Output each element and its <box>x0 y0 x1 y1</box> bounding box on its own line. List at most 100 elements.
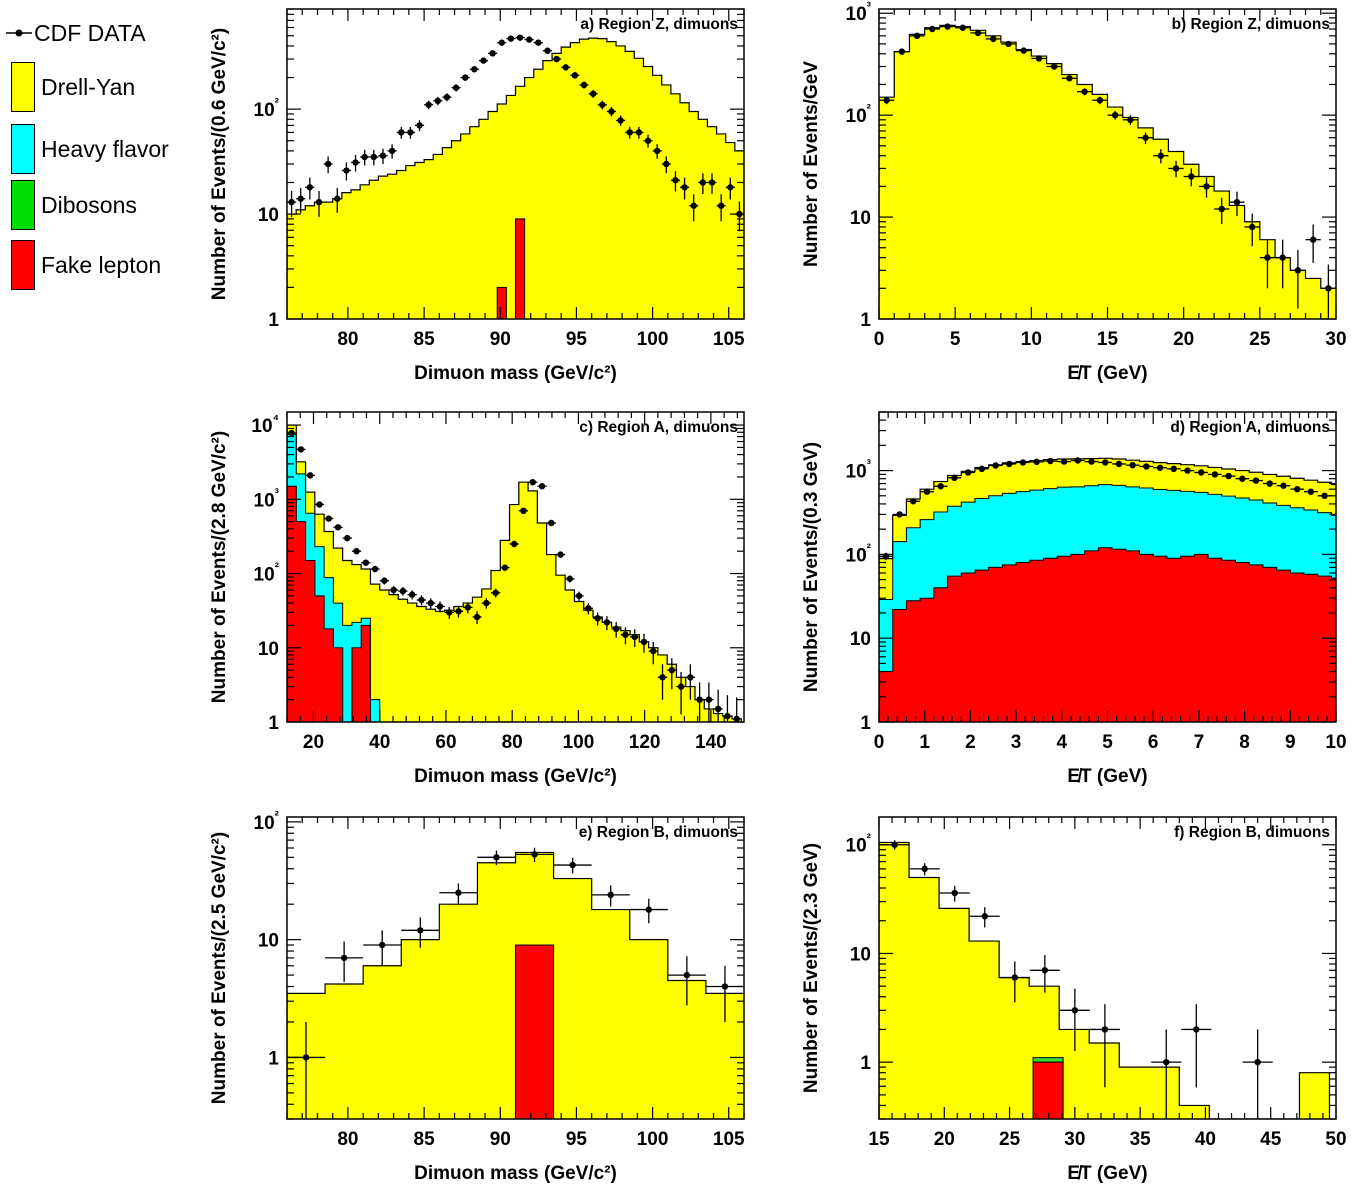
x-tick-label: 25 <box>1249 329 1271 350</box>
chart-title: b) Region Z, dimuons <box>1172 16 1330 33</box>
y-axis-label: Number of Events/(0.6 GeV/c²) <box>209 28 230 300</box>
bar-drell-yan <box>909 877 940 1119</box>
bar-fake-lepton <box>920 598 935 722</box>
data-point-marker <box>959 24 966 31</box>
bar-fake-lepton <box>988 567 1003 722</box>
bar-fake-lepton <box>496 286 507 319</box>
data-point <box>1194 469 1209 476</box>
x-tick-label: 1 <box>919 732 930 753</box>
data-point-marker <box>683 971 691 979</box>
data-point-marker <box>427 599 434 607</box>
bar-drell-yan <box>1119 1067 1150 1119</box>
x-tick-label: 5 <box>950 329 961 350</box>
legend: CDF DATA Drell-Yan Heavy flavor Dibosons… <box>0 0 200 300</box>
data-point <box>323 156 333 174</box>
x-tick-label: 40 <box>369 732 390 753</box>
data-point-marker <box>896 511 903 518</box>
bar-drell-yan <box>515 86 526 319</box>
bar-fake-lepton <box>1249 564 1264 722</box>
x-tick-label: 25 <box>999 1129 1021 1150</box>
x-tick-label: 140 <box>695 732 727 753</box>
data-point <box>1181 1004 1212 1088</box>
bar-drell-yan <box>661 84 672 319</box>
y-axis-label: Number of Events/GeV <box>801 61 822 267</box>
data-point <box>988 462 1003 469</box>
x-tick-label: 10 <box>1021 329 1042 350</box>
data-point <box>879 96 895 105</box>
bar-fake-lepton <box>1166 558 1182 722</box>
data-point-marker <box>727 184 734 191</box>
data-point-marker <box>443 93 451 101</box>
bar-fake-lepton <box>515 944 555 1119</box>
data-point-marker <box>483 599 490 607</box>
bar-drell-yan <box>879 842 910 1119</box>
data-point-marker <box>1197 469 1205 476</box>
bar-drell-yan <box>332 198 343 319</box>
bar-fake-lepton <box>324 628 334 722</box>
bar-drell-yan <box>1092 94 1109 319</box>
bar-drell-yan <box>287 214 297 319</box>
data-point <box>405 126 415 139</box>
data-point <box>1262 480 1277 487</box>
data-point <box>630 629 640 647</box>
data-point <box>732 697 742 722</box>
data-point <box>490 588 501 598</box>
data-point-marker <box>1233 198 1241 206</box>
data-point-marker <box>1307 488 1315 495</box>
data-point <box>1112 460 1126 468</box>
data-point-marker <box>653 147 661 155</box>
bar-drell-yan <box>460 133 471 319</box>
data-point-marker <box>714 705 722 713</box>
data-point <box>387 144 397 159</box>
bar-drell-yan <box>401 939 440 1119</box>
data-point-marker <box>1033 458 1040 466</box>
bar-drell-yan <box>879 97 895 319</box>
data-point-marker <box>690 202 697 209</box>
data-point-marker <box>1184 467 1191 474</box>
data-point-marker <box>1249 223 1256 231</box>
x-axis-label: Dimuon mass (GeV/c²) <box>414 363 617 384</box>
stack-outline-heavy-flavor <box>287 433 744 722</box>
data-point-marker <box>306 184 314 191</box>
bar-drell-yan <box>634 58 645 319</box>
bar-drell-yan <box>314 202 325 319</box>
data-point-marker <box>498 39 505 46</box>
y-tick-label: 10² <box>254 808 280 834</box>
y-tick-label: 1 <box>268 713 279 734</box>
bar-drell-yan <box>970 30 987 319</box>
data-point-marker <box>1143 463 1150 470</box>
data-point-marker <box>1280 482 1287 489</box>
data-point-marker <box>622 631 629 638</box>
data-point-marker <box>325 515 332 522</box>
x-tick-label: 0 <box>874 732 885 753</box>
data-point <box>667 956 706 1006</box>
data-point-marker <box>343 167 350 174</box>
data-point-marker <box>379 152 387 159</box>
bar-drell-yan <box>296 209 306 319</box>
y-tick-label: 10² <box>846 831 872 857</box>
x-tick-label: 7 <box>1194 732 1205 753</box>
bar-drell-yan <box>707 126 718 319</box>
data-point-marker <box>951 889 958 897</box>
data-point-marker <box>417 927 424 934</box>
data-point <box>961 469 975 476</box>
bar-fake-lepton <box>974 570 990 722</box>
data-point-marker <box>306 472 314 479</box>
data-point <box>1002 460 1017 468</box>
data-point-marker <box>535 39 542 46</box>
bar-drell-yan <box>497 103 507 319</box>
data-point <box>370 565 380 573</box>
data-point-marker <box>612 625 620 633</box>
bar-dibosons <box>1032 1057 1064 1063</box>
data-point-marker <box>501 564 509 571</box>
bar-drell-yan <box>518 482 529 722</box>
legend-item-heavy-flavor: Heavy flavor <box>0 124 169 174</box>
data-point <box>579 81 589 89</box>
data-point <box>1016 459 1030 466</box>
data-point-marker <box>361 153 368 161</box>
data-point <box>676 671 686 715</box>
data-point-marker <box>529 478 536 486</box>
bar-drell-yan <box>939 908 970 1119</box>
data-point <box>1089 1004 1120 1088</box>
data-point-marker <box>699 179 707 186</box>
